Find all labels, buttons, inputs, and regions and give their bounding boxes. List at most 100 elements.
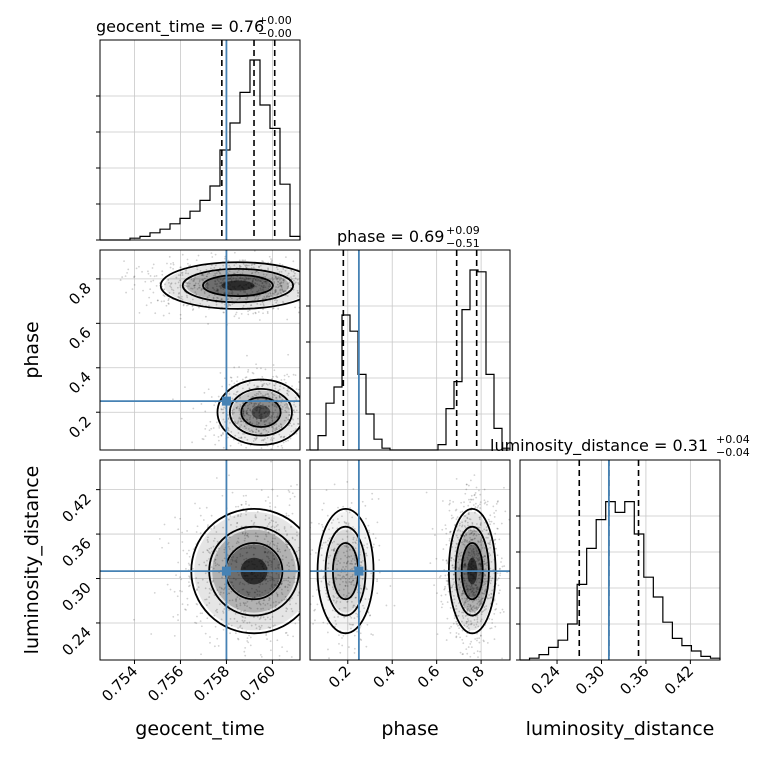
sample-point (186, 305, 188, 307)
sample-point (194, 503, 196, 505)
sample-point (273, 364, 275, 366)
sample-point (233, 382, 235, 384)
sample-point (466, 443, 468, 445)
sample-point (262, 312, 264, 314)
sample-point (338, 643, 340, 645)
sample-point (211, 256, 213, 258)
sample-point (252, 451, 254, 453)
sample-point (315, 404, 317, 406)
sample-point (372, 634, 374, 636)
sample-point (146, 304, 148, 306)
sample-point (306, 545, 308, 547)
sample-point (308, 255, 310, 257)
sample-point (262, 452, 264, 454)
sample-point (321, 277, 323, 279)
sample-point (147, 270, 149, 272)
sample-point (318, 389, 320, 391)
sample-point (295, 374, 297, 376)
sample-point (302, 550, 304, 552)
sample-point (444, 524, 446, 526)
sample-point (485, 501, 487, 503)
sample-point (442, 500, 444, 502)
sample-point (216, 477, 218, 479)
sample-point (324, 498, 326, 500)
sample-point (476, 640, 478, 642)
sample-point (302, 574, 304, 576)
sample-point (318, 514, 320, 516)
sample-point (187, 263, 189, 265)
sample-point (150, 275, 152, 277)
sample-point (281, 445, 283, 447)
sample-point (300, 551, 302, 553)
sample-point (196, 604, 198, 606)
sample-point (300, 434, 302, 436)
sample-point (305, 411, 307, 413)
sample-point (497, 579, 499, 581)
histogram-phase (310, 270, 510, 450)
sample-point (452, 501, 454, 503)
sample-point (472, 499, 474, 501)
sample-point (306, 283, 308, 285)
sample-point (200, 612, 202, 614)
sample-point (161, 274, 163, 276)
sample-point (168, 303, 170, 305)
sample-point (218, 440, 220, 442)
sample-point (450, 632, 452, 634)
sample-point (261, 447, 263, 449)
sample-point (327, 632, 329, 634)
sample-point (144, 281, 146, 283)
sample-point (235, 506, 237, 508)
sample-point (188, 581, 190, 583)
sample-point (311, 549, 313, 551)
sample-point (445, 528, 447, 530)
xlabel-geocent-time: geocent_time (135, 718, 264, 740)
sample-point (467, 665, 469, 667)
sample-point (244, 647, 246, 649)
sample-point (300, 459, 302, 461)
title-geocent-time-sup: +0.00 (258, 14, 292, 27)
sample-point (218, 396, 220, 398)
sample-point (463, 506, 465, 508)
sample-point (133, 276, 135, 278)
sample-point (261, 656, 263, 658)
sample-point (364, 505, 366, 507)
sample-point (305, 273, 307, 275)
sample-point (153, 264, 155, 266)
sample-point (289, 504, 291, 506)
sample-point (503, 487, 505, 489)
title-phase-sup: +0.09 (446, 224, 480, 237)
sample-point (477, 650, 479, 652)
sample-point (259, 319, 261, 321)
sample-point (301, 289, 303, 291)
sample-point (244, 259, 246, 261)
sample-point (289, 498, 291, 500)
sample-point (475, 497, 477, 499)
sample-point (317, 610, 319, 612)
sample-point (209, 642, 211, 644)
sample-point (319, 536, 321, 538)
sample-point (172, 262, 174, 264)
sample-point (127, 269, 129, 271)
sample-point (311, 522, 313, 524)
sample-point (148, 297, 150, 299)
sample-point (201, 403, 203, 405)
sample-point (222, 433, 224, 435)
sample-point (321, 524, 323, 526)
sample-point (433, 584, 435, 586)
sample-point (286, 319, 288, 321)
sample-point (164, 524, 166, 526)
sample-point (180, 578, 182, 580)
sample-point (501, 523, 503, 525)
sample-point (303, 621, 305, 623)
sample-point (486, 715, 488, 717)
sample-point (306, 304, 308, 306)
sample-point (491, 622, 493, 624)
sample-point (205, 633, 207, 635)
sample-point (477, 656, 479, 658)
sample-point (503, 611, 505, 613)
panel-2d-geocent-time-vs-phase (94, 240, 354, 470)
sample-point (246, 355, 248, 357)
sample-point (284, 455, 286, 457)
sample-point (489, 523, 491, 525)
sample-point (307, 292, 309, 294)
